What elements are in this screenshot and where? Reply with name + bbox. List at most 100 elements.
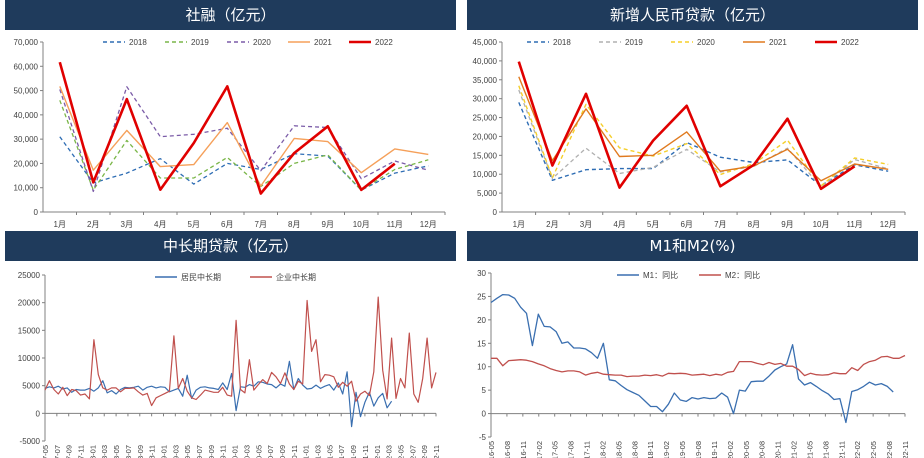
x-tick-label: 4月 xyxy=(613,220,625,229)
y-tick-label: 30 xyxy=(477,269,486,278)
legend-label: M2：同比 xyxy=(725,270,760,280)
x-tick-label: 2020-11 xyxy=(290,445,299,458)
x-tick-label: 2021-05 xyxy=(325,445,334,458)
y-tick-label: 20 xyxy=(477,316,486,325)
series-line-2 xyxy=(491,354,906,378)
x-tick-label: 7月 xyxy=(714,220,726,229)
x-tick-label: 2021-11 xyxy=(837,441,846,458)
y-tick-label: 20,000 xyxy=(14,159,39,168)
y-tick-label: 10000 xyxy=(18,354,41,363)
series-line-1 xyxy=(44,360,393,428)
x-tick-label: 2018-05 xyxy=(112,445,121,458)
x-tick-label: 12月 xyxy=(880,220,897,229)
x-tick-label: 2017-05 xyxy=(551,441,560,458)
x-tick-label: 2月 xyxy=(546,220,558,229)
legend-label: 企业中长期 xyxy=(276,272,316,282)
x-tick-label: 2019-09 xyxy=(207,445,216,458)
loans-line-chart: 0 5,000 10,000 15,000 20,000 25,000 30,000 35,0… xyxy=(473,38,906,229)
x-tick-label: 1月 xyxy=(513,220,525,229)
x-tick-label: 12月 xyxy=(420,220,437,229)
y-tick-label: 10 xyxy=(477,363,486,372)
x-tick-label: 3月 xyxy=(121,220,133,229)
loans-chart-panel: 新增人民币贷款（亿元） 0 5,000 10,000 15,000 20,000 25,0… xyxy=(467,0,918,229)
x-tick-label: 2016-08 xyxy=(503,441,512,458)
x-tick-label: 2018-05 xyxy=(614,441,623,458)
x-tick-label: 2018-01 xyxy=(88,445,97,458)
x-tick-label: 2019-05 xyxy=(678,441,687,458)
y-tick-label: 45,000 xyxy=(473,38,498,47)
x-tick-label: 2021-07 xyxy=(337,445,346,458)
y-tick-label: 25,000 xyxy=(473,114,498,123)
x-tick-label: 2021-11 xyxy=(361,445,370,458)
x-tick-label: 2021-08 xyxy=(821,441,830,458)
series-line-4 xyxy=(518,76,889,182)
series-line-4 xyxy=(59,86,429,187)
y-tick-label: 60,000 xyxy=(14,62,39,71)
series-line-2 xyxy=(518,89,889,188)
x-tick-label: 2019-05 xyxy=(183,445,192,458)
x-tick-label: 2022-05 xyxy=(396,445,405,458)
legend-label: 居民中长期 xyxy=(181,272,221,282)
y-tick-label: 70,000 xyxy=(14,38,39,47)
legend-label: 2021 xyxy=(769,38,787,47)
series-line-3 xyxy=(59,86,429,193)
longterm-chart-panel: 中长期贷款（亿元） -5000 0 5000 10000 15000 20000 25000… xyxy=(5,231,456,458)
x-tick-label: 2022-08 xyxy=(885,441,894,458)
x-tick-label: 2020-07 xyxy=(266,445,275,458)
y-tick-label: 10,000 xyxy=(473,170,498,179)
y-tick-label: 30,000 xyxy=(14,135,39,144)
x-tick-label: 11月 xyxy=(846,220,862,229)
x-tick-label: 2月 xyxy=(87,220,99,229)
x-tick-label: 2021-05 xyxy=(805,441,814,458)
y-tick-label: 40,000 xyxy=(14,111,39,120)
tsf-line-chart: 0 10,000 20,000 30,000 40,000 50,000 60,000 70,… xyxy=(14,38,446,229)
y-tick-label: -5000 xyxy=(20,437,41,446)
legend-label: 2022 xyxy=(375,38,393,47)
y-tick-label: 40,000 xyxy=(473,57,498,66)
x-tick-label: 2017-07 xyxy=(53,445,62,458)
y-tick-label: 35,000 xyxy=(473,76,498,85)
x-tick-label: 2022-02 xyxy=(853,441,862,458)
x-tick-label: 5月 xyxy=(647,220,659,229)
x-tick-label: 2017-08 xyxy=(567,441,576,458)
x-tick-label: 2018-07 xyxy=(124,445,133,458)
series-line-3 xyxy=(518,85,889,187)
series-line-5 xyxy=(517,61,856,191)
x-tick-label: 2018-09 xyxy=(136,445,145,458)
y-tick-label: 0 xyxy=(482,410,487,419)
y-tick-label: 20000 xyxy=(18,299,41,308)
x-tick-label: 6月 xyxy=(680,220,692,229)
x-tick-label: 2019-11 xyxy=(710,441,719,458)
legend-label: 2019 xyxy=(625,38,643,47)
money-line-chart: -5 0 5 10 15 20 25 30 2016-05 2016-08 2016-11 2017-… xyxy=(477,269,910,458)
x-tick-label: 2021-01 xyxy=(302,445,311,458)
x-tick-label: 2018-02 xyxy=(598,441,607,458)
legend-label: 2020 xyxy=(697,38,715,47)
x-tick-label: 2022-07 xyxy=(408,445,417,458)
y-tick-label: 0 xyxy=(36,409,41,418)
longterm-line-chart: -500005000100001500020000250002017-05201… xyxy=(18,271,441,458)
series-line-1 xyxy=(490,293,894,424)
x-tick-label: 2022-11 xyxy=(901,441,910,458)
x-tick-label: 4月 xyxy=(154,220,166,229)
x-tick-label: 2022-01 xyxy=(373,445,382,458)
x-tick-label: 2021-09 xyxy=(349,445,358,458)
series-line-1 xyxy=(518,102,889,187)
y-tick-label: 0 xyxy=(493,208,498,217)
x-tick-label: 2019-03 xyxy=(171,445,180,458)
x-tick-label: 6月 xyxy=(221,220,233,229)
x-tick-label: 2019-01 xyxy=(159,445,168,458)
x-tick-label: 10月 xyxy=(813,220,830,229)
series-line-2 xyxy=(44,296,437,407)
x-tick-label: 2020-09 xyxy=(278,445,287,458)
x-tick-label: 9月 xyxy=(781,220,793,229)
x-tick-label: 2016-05 xyxy=(487,441,496,458)
money-chart-panel: M1和M2(%) -5 0 5 10 15 20 25 30 2016-05 2016-08 201… xyxy=(467,231,918,458)
x-tick-label: 2016-11 xyxy=(519,441,528,458)
y-tick-label: 20,000 xyxy=(473,132,498,141)
x-tick-label: 2020-08 xyxy=(758,441,767,458)
x-tick-label: 2019-07 xyxy=(195,445,204,458)
legend-label: M1：同比 xyxy=(643,270,678,280)
x-tick-label: 9月 xyxy=(322,220,334,229)
x-tick-label: 2021-02 xyxy=(790,441,799,458)
